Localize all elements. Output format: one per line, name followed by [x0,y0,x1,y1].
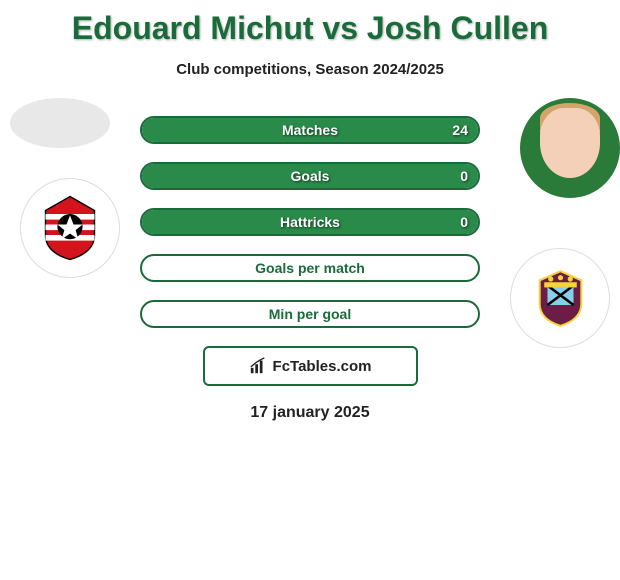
stat-row-hattricks: Hattricks 0 [140,208,480,236]
stat-label: Min per goal [269,306,351,322]
comparison-infographic: Edouard Michut vs Josh Cullen Club compe… [0,0,620,580]
stat-row-goals-per-match: Goals per match [140,254,480,282]
stat-value-right: 0 [460,214,468,230]
content-area: Matches 24 Goals 0 Hattricks 0 Goals per… [0,108,620,422]
player1-name: Edouard Michut [72,10,314,46]
stat-label: Goals per match [255,260,365,276]
player1-club-badge [20,178,120,278]
date-text: 17 january 2025 [0,404,620,422]
branding-text: FcTables.com [273,358,372,375]
player2-name: Josh Cullen [367,10,548,46]
subtitle: Club competitions, Season 2024/2025 [0,61,620,78]
sunderland-badge-icon [35,193,105,263]
avatar-face [540,108,600,178]
stat-label: Matches [282,122,338,138]
stat-row-matches: Matches 24 [140,116,480,144]
player2-avatar [520,98,620,198]
burnley-badge-icon [528,266,593,331]
title: Edouard Michut vs Josh Cullen [0,0,620,47]
stat-row-goals: Goals 0 [140,162,480,190]
stat-bars: Matches 24 Goals 0 Hattricks 0 Goals per… [140,108,480,328]
stat-label: Hattricks [280,214,340,230]
vs-separator: vs [322,10,358,46]
chart-icon [249,357,267,375]
player2-club-badge [510,248,610,348]
stat-row-min-per-goal: Min per goal [140,300,480,328]
stat-value-right: 0 [460,168,468,184]
stat-value-right: 24 [452,122,468,138]
stat-label: Goals [291,168,330,184]
branding-box: FcTables.com [203,346,418,386]
player1-avatar-placeholder [10,98,110,148]
